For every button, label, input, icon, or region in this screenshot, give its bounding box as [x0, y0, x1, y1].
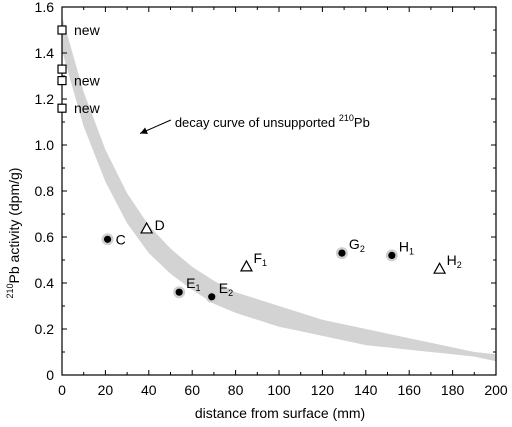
decay-curve-band: [62, 16, 496, 362]
point-label-main: E: [219, 280, 228, 296]
circle-point: [208, 293, 216, 301]
point-label-subscript: 1: [409, 246, 414, 256]
y-tick-label: 0.2: [35, 321, 55, 337]
triangle-point: [140, 221, 154, 234]
x-tick-label: 80: [228, 382, 244, 398]
x-tick-label: 200: [484, 382, 508, 398]
annotation-superscript: 210: [339, 113, 354, 123]
point-label-subscript: 1: [196, 283, 201, 293]
point-label-main: new: [74, 22, 101, 38]
circle-point: [338, 249, 346, 257]
y-axis-label-superscript: 210: [5, 283, 15, 298]
x-tick-label: 0: [58, 382, 66, 398]
point-label-main: H: [447, 252, 457, 268]
y-tick-label: 1.6: [35, 0, 55, 15]
point-label-main: G: [349, 236, 360, 252]
point-label: G2: [349, 236, 365, 254]
point-label-subscript: 1: [262, 258, 267, 268]
point-label-main: D: [155, 217, 165, 233]
point-label: new: [74, 22, 101, 38]
circle-point: [175, 288, 183, 296]
point-label-subscript: 2: [457, 260, 462, 270]
triangle-point: [433, 261, 447, 274]
y-tick-label: 0.8: [35, 183, 55, 199]
x-axis-label: distance from surface (mm): [195, 405, 365, 421]
y-tick-label: 1.4: [35, 45, 55, 61]
square-point: [57, 25, 67, 35]
circle-point: [103, 235, 112, 243]
point-label: new: [74, 100, 101, 116]
circle-point: [388, 251, 396, 259]
square-point: [57, 64, 67, 74]
annotation-text: decay curve of unsupported: [175, 115, 339, 130]
triangle-point: [239, 259, 253, 272]
point-label-main: new: [74, 73, 101, 89]
point-label: E2: [219, 280, 233, 298]
point-label-subscript: 2: [228, 288, 233, 298]
y-tick-label: 0.6: [35, 229, 55, 245]
x-tick-label: 20: [98, 382, 114, 398]
point-label: E1: [186, 275, 200, 293]
annotation-arrow-head: [140, 127, 148, 134]
y-tick-label: 0: [46, 367, 54, 383]
x-tick-label: 60: [184, 382, 200, 398]
y-tick-label: 1.0: [35, 137, 55, 153]
y-tick-label: 0.4: [35, 275, 55, 291]
x-tick-label: 160: [398, 382, 422, 398]
point-label-subscript: 2: [360, 244, 365, 254]
x-tick-label: 100: [267, 382, 291, 398]
x-tick-label: 180: [441, 382, 465, 398]
y-axis-label: 210Pb activity (dpm/g): [5, 168, 22, 299]
point-label-main: new: [74, 100, 101, 116]
point-label: new: [74, 73, 101, 89]
annotation-tail: Pb: [354, 115, 370, 130]
square-point: [57, 75, 67, 86]
decay-curve-annotation: decay curve of unsupported 210Pb: [175, 113, 370, 130]
point-label-main: C: [116, 231, 126, 247]
point-label-main: E: [186, 275, 195, 291]
point-label: H2: [447, 252, 462, 270]
point-label-main: H: [399, 238, 409, 254]
point-label: F1: [253, 250, 267, 268]
point-label: D: [155, 217, 165, 233]
point-label: H1: [399, 238, 414, 256]
point-label: C: [116, 231, 126, 247]
square-point: [57, 103, 67, 113]
point-label-main: F: [253, 250, 262, 266]
decay-band-layer: [62, 16, 496, 362]
axes-layer: 0 20 40 60 80 100 120 140 160 180 200 0 0.2 0.4 0.6 0.8…: [35, 0, 508, 398]
x-tick-label: 140: [354, 382, 378, 398]
y-axis-label-main: Pb activity (dpm/g): [6, 168, 22, 284]
y-tick-label: 1.2: [35, 91, 55, 107]
x-tick-label: 40: [141, 382, 157, 398]
x-tick-label: 120: [311, 382, 335, 398]
